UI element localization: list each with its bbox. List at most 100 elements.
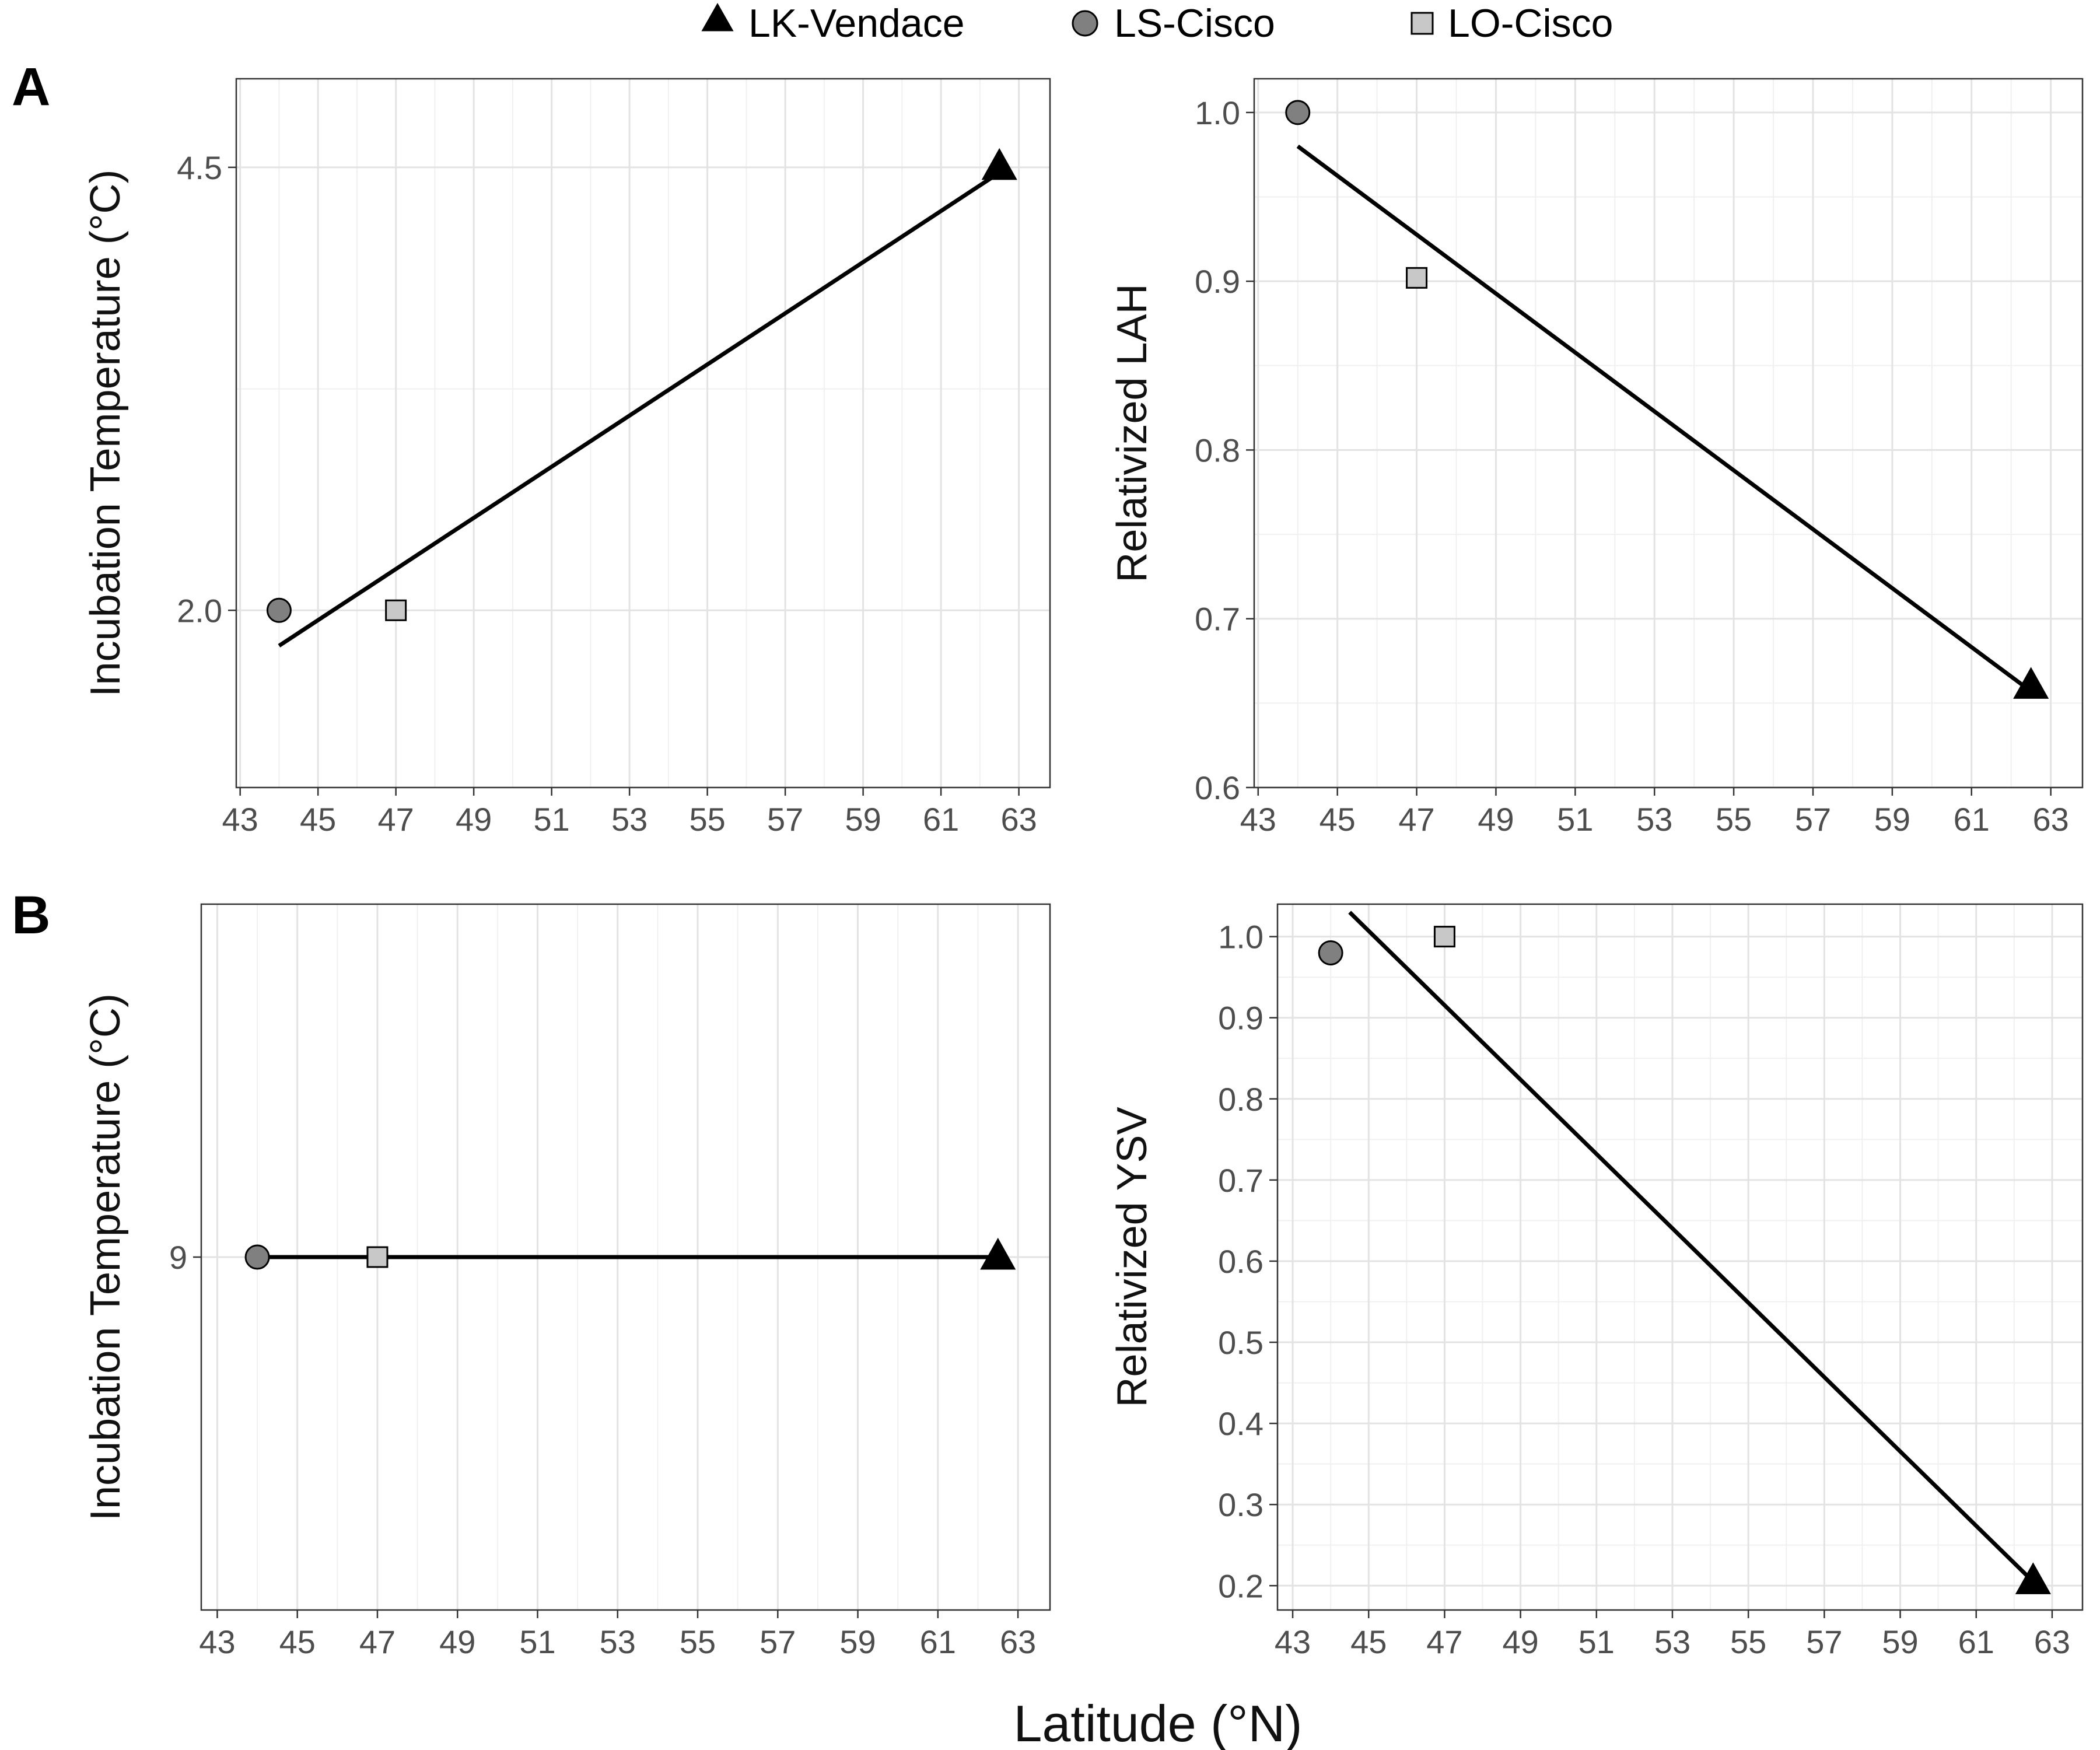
x-tick-label: 63 [1000,801,1037,838]
legend-circle-marker [1072,10,1098,37]
x-tick-label: 53 [1654,1623,1690,1660]
legend-triangle-marker [701,2,734,32]
point-ls-cisco [266,597,292,623]
x-tick-label: 55 [689,801,725,838]
x-tick-label: 55 [1730,1623,1766,1660]
point-ls-cisco [1318,940,1343,965]
y-tick-label: 0.6 [1218,1243,1264,1280]
y-tick-label: 1.0 [1218,919,1264,956]
x-tick-label: 49 [1478,801,1514,838]
x-tick-label: 59 [839,1623,876,1660]
x-tick-label: 61 [920,1623,956,1660]
panel-tag-b: B [12,886,50,945]
x-tick-label: 45 [300,801,336,838]
y-axis-title: Relativized YSV [1109,1107,1156,1408]
x-tick-label: 63 [2034,1623,2070,1660]
legend-label-ls-cisco: LS-Cisco [1114,1,1275,46]
x-tick-label: 63 [1000,1623,1036,1660]
regression-line [278,171,1001,648]
x-tick-label: 43 [1275,1623,1311,1660]
legend-item-ls-cisco: LS-Cisco [1072,1,1275,46]
x-tick-label: 53 [600,1623,636,1660]
point-lk-vendace [980,1237,1016,1270]
y-axis-title: Incubation Temperature (°C) [82,170,129,697]
panel-frame [235,78,1051,789]
panel-a-relativized-lah: 43 45 47 49 51 53 55 57 59 61 63 0.6 0.7 0.8 0.9 1.0 Rel… [1109,78,2084,838]
y-tick-label: 0.9 [1218,1000,1264,1037]
grid [1254,79,2082,789]
x-tick-label: 45 [1350,1623,1387,1660]
x-tick-label: 49 [1502,1623,1538,1660]
x-tick-label: 53 [1636,801,1672,838]
point-lo-cisco [385,599,407,621]
panel-frame [1253,78,2084,789]
y-tick-label: 0.9 [1195,263,1240,300]
legend-item-lo-cisco: LO-Cisco [1410,1,1613,46]
y-tick-label: 1.0 [1195,94,1240,131]
y-tick-label: 4.5 [177,149,222,186]
point-lo-cisco [1406,267,1428,289]
x-tick-label: 59 [1882,1623,1918,1660]
regression-line [1348,911,2035,1583]
y-tick-label: 0.8 [1218,1081,1264,1118]
panel-tag-a: A [12,57,50,117]
x-tick-label: 55 [680,1623,716,1660]
y-tick-label: 0.5 [1218,1324,1264,1361]
panel-a-incubation-temperature: 43 45 47 49 51 53 55 57 59 61 63 2.0 4.5 Incubation T… [82,78,1051,838]
y-tick-label: 0.8 [1195,432,1240,468]
x-tick-label: 51 [1578,1623,1615,1660]
x-tick-label: 63 [2032,801,2068,838]
y-tick-label: 0.3 [1218,1486,1264,1523]
point-ls-cisco [244,1244,270,1270]
x-tick-label: 47 [378,801,414,838]
x-axis-title: Latitude (°N) [1014,1695,1303,1750]
panel-frame [1276,903,2084,1611]
legend: LK-Vendace LS-Cisco LO-Cisco [701,1,1613,46]
x-tick-label: 49 [439,1623,475,1660]
y-axis-title: Incubation Temperature (°C) [82,993,129,1521]
y-tick-label: 0.7 [1218,1162,1264,1199]
x-tick-label: 59 [845,801,881,838]
y-axis-title: Relativized LAH [1109,284,1156,582]
x-tick-label: 61 [1958,1623,1994,1660]
x-tick-label: 45 [279,1623,316,1660]
panel-b-relativized-ysv: 43 45 47 49 51 53 55 57 59 61 63 0.2 0.3 0.4 0.5 0.6 0.7… [1109,903,2084,1660]
x-tick-label: 53 [611,801,648,838]
x-tick-label: 43 [199,1623,235,1660]
x-tick-label: 47 [359,1623,396,1660]
x-tick-label: 61 [923,801,959,838]
grid [236,79,1050,788]
point-lk-vendace [2015,1562,2051,1594]
point-lo-cisco [366,1246,388,1268]
x-tick-label: 51 [533,801,569,838]
panel-b-incubation-temperature: 43 45 47 49 51 53 55 57 59 61 63 9 Incubation Temper… [82,903,1051,1660]
point-lk-vendace [2013,667,2049,699]
x-tick-label: 57 [767,801,803,838]
point-ls-cisco [1285,100,1311,125]
y-tick-label: 0.6 [1195,769,1240,806]
y-tick-label: 2.0 [177,592,222,629]
x-tick-label: 47 [1426,1623,1462,1660]
x-tick-label: 55 [1716,801,1752,838]
y-tick-label: 0.7 [1195,601,1240,638]
x-tick-label: 59 [1874,801,1910,838]
x-tick-label: 47 [1398,801,1434,838]
x-tick-label: 45 [1320,801,1356,838]
legend-label-lo-cisco: LO-Cisco [1448,1,1613,46]
point-lo-cisco [1433,926,1455,948]
legend-item-lk-vendace: LK-Vendace [701,1,965,46]
x-tick-label: 61 [1954,801,1990,838]
grid [1278,904,2082,1610]
y-tick-label: 9 [169,1239,187,1276]
x-tick-label: 57 [760,1623,796,1660]
x-tick-label: 51 [519,1623,555,1660]
y-tick-label: 0.4 [1218,1405,1264,1442]
point-lk-vendace [981,148,1017,180]
x-tick-label: 51 [1557,801,1593,838]
regression-line [1296,144,2032,693]
x-tick-label: 43 [1240,801,1276,838]
y-tick-label: 0.2 [1218,1567,1264,1604]
x-tick-label: 57 [1795,801,1831,838]
x-tick-label: 43 [222,801,258,838]
